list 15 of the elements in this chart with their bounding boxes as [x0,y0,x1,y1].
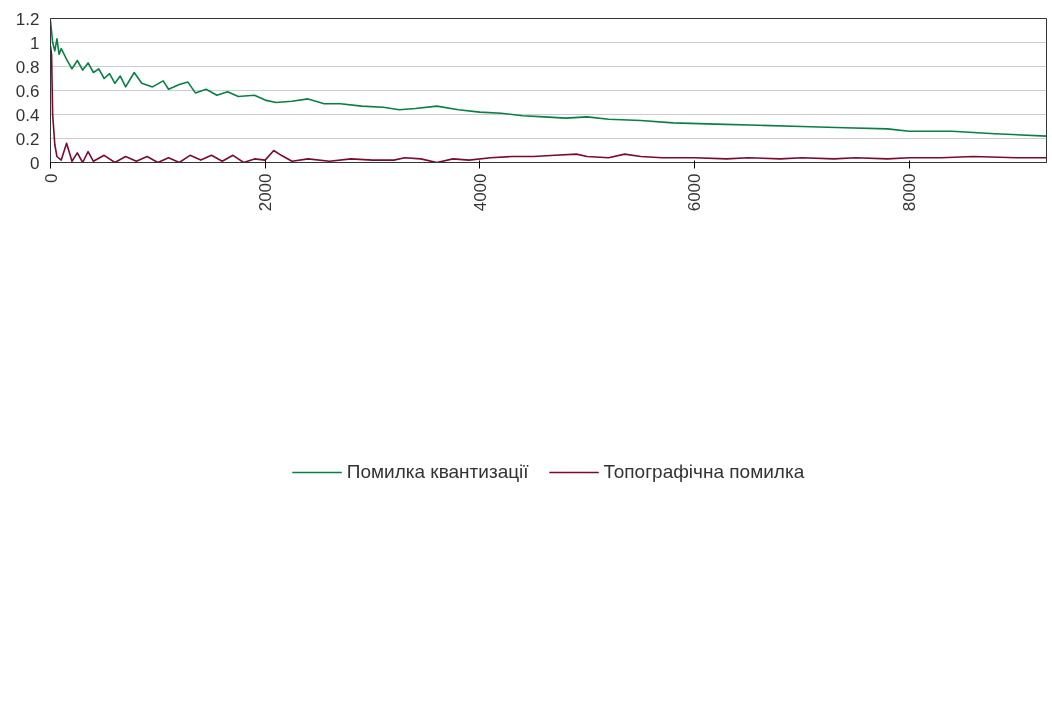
y-tick-label: 0.2 [15,129,40,149]
y-tick-label: 1.2 [15,9,40,29]
y-tick-label: 0 [30,153,40,173]
x-tick-label: 2000 [256,173,276,212]
x-tick-label: 6000 [685,173,705,212]
y-tick-label: 0.6 [15,81,40,101]
x-tick-label: 4000 [470,173,490,212]
legend-label: Топографічна помилка [603,461,805,483]
y-tick-label: 0.4 [15,105,40,125]
x-tick-label: 8000 [900,173,920,212]
legend-label: Помилка квантизації [346,461,529,483]
y-tick-label: 0.8 [15,57,40,77]
x-tick-label: 0 [41,173,61,183]
line-series [50,20,1047,137]
y-tick-label: 1 [30,33,40,53]
